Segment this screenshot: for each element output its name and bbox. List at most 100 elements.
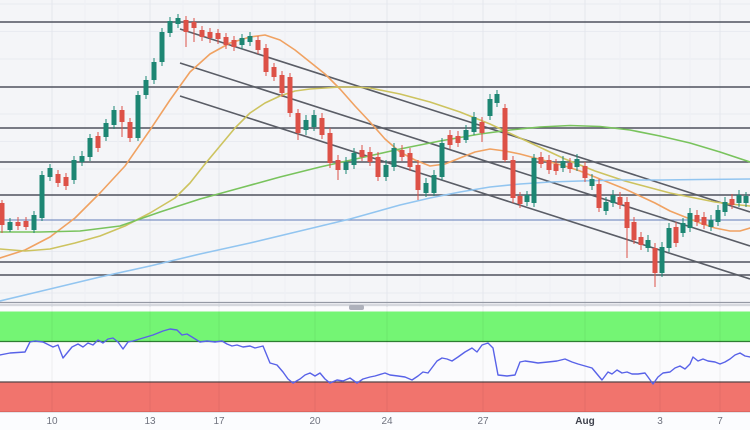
candlestick	[295, 109, 301, 140]
candle-body	[415, 165, 421, 190]
candlestick	[567, 158, 573, 173]
candlestick	[39, 171, 45, 221]
candle-body	[407, 153, 413, 167]
candle-body	[135, 95, 141, 138]
candlestick	[215, 29, 221, 44]
moving-averages	[0, 34, 750, 302]
candlestick	[596, 179, 602, 212]
candlestick	[560, 156, 566, 172]
support-resistance-levels	[0, 21, 750, 276]
candlestick	[263, 44, 269, 76]
time-axis-label: 27	[477, 416, 489, 427]
candle-body	[715, 210, 721, 222]
time-axis-label: 7	[717, 416, 723, 427]
candle-body	[71, 160, 77, 180]
candlestick-series	[0, 14, 749, 287]
candlestick	[431, 170, 437, 196]
ma-orange-line	[0, 34, 750, 259]
time-axis-label: 24	[381, 416, 393, 427]
candle-body	[119, 110, 125, 122]
candle-body	[680, 223, 686, 233]
candle-body	[502, 108, 508, 160]
candlestick	[510, 156, 516, 203]
candle-body	[524, 195, 530, 202]
trendline[interactable]	[179, 62, 750, 247]
candle-body	[207, 32, 213, 38]
candlestick	[517, 192, 523, 208]
candlestick	[247, 32, 253, 46]
candle-body	[736, 195, 742, 203]
candle-body	[560, 161, 566, 168]
candlestick	[199, 26, 205, 41]
candlestick	[71, 156, 77, 184]
candle-body	[455, 136, 461, 143]
candlestick	[103, 119, 109, 141]
candlestick	[407, 148, 413, 171]
candle-body	[666, 228, 672, 248]
candlestick	[327, 128, 333, 168]
candlestick	[183, 16, 189, 47]
candlestick	[659, 242, 665, 277]
candle-body	[631, 222, 637, 240]
panel-divider[interactable]	[0, 301, 750, 306]
candle-body	[255, 40, 261, 50]
candle-body	[319, 118, 325, 135]
candlestick	[715, 205, 721, 226]
time-axis-label: 13	[144, 416, 156, 427]
candle-body	[567, 163, 573, 169]
candlestick	[79, 151, 85, 166]
candlestick	[574, 154, 580, 171]
candlestick	[23, 217, 29, 230]
candlestick	[15, 217, 21, 230]
candle-body	[63, 177, 69, 186]
candlestick	[55, 170, 61, 187]
candle-body	[638, 237, 644, 245]
candlestick	[119, 106, 125, 137]
candlestick	[455, 131, 461, 147]
candle-body	[729, 199, 735, 205]
candle-body	[55, 174, 61, 183]
candle-body	[311, 115, 317, 127]
candlestick	[279, 71, 285, 97]
candle-body	[617, 197, 623, 205]
candlestick	[722, 197, 728, 216]
candle-body	[215, 33, 221, 39]
time-axis-label: 20	[309, 416, 321, 427]
candle-body	[143, 80, 149, 95]
candlestick	[391, 143, 397, 171]
candlestick	[610, 190, 616, 207]
candlestick	[231, 36, 237, 51]
candlestick	[631, 217, 637, 244]
candlestick	[502, 104, 508, 162]
candlestick	[617, 192, 623, 209]
candle-body	[111, 110, 117, 125]
candle-body	[263, 48, 269, 72]
rsi-panel[interactable]	[0, 306, 750, 412]
candlestick	[151, 58, 157, 84]
candlestick	[666, 223, 672, 252]
candlestick	[87, 134, 93, 161]
candle-body	[391, 148, 397, 167]
panel-divider-drag-handle[interactable]	[349, 305, 364, 310]
candlestick	[638, 232, 644, 250]
candlestick	[159, 28, 165, 66]
candlestick	[311, 110, 317, 131]
candle-body	[743, 196, 749, 203]
candlestick	[175, 14, 181, 28]
candle-body	[423, 183, 429, 193]
candlestick	[0, 200, 5, 233]
candle-body	[79, 156, 85, 162]
candle-body	[167, 21, 173, 33]
candle-body	[673, 227, 679, 243]
trendline[interactable]	[179, 28, 750, 213]
candle-body	[103, 123, 109, 137]
candlestick	[743, 192, 749, 207]
rsi-oversold-zone	[0, 382, 750, 412]
candle-body	[303, 120, 309, 130]
rsi-line	[0, 328, 750, 385]
time-axis[interactable]: 10 13 17 20 24 27 Aug 3 7	[0, 412, 750, 430]
candlestick	[303, 115, 309, 135]
candlestick	[624, 197, 630, 258]
